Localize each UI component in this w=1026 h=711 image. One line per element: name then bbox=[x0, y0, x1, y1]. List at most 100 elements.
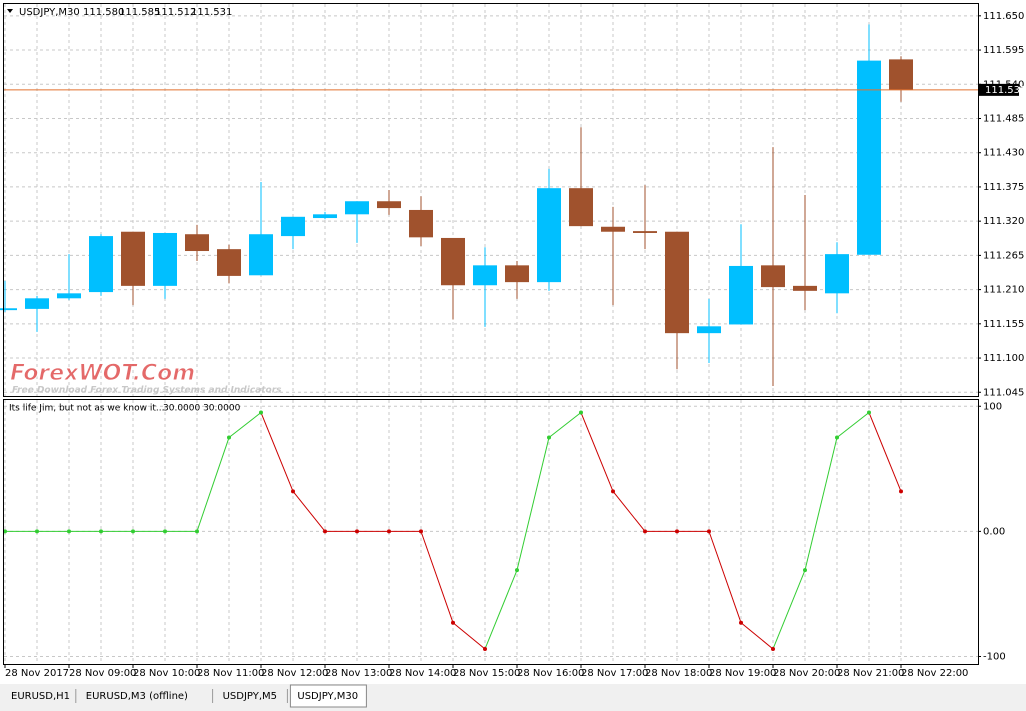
tab-label[interactable]: EURUSD,H1 bbox=[11, 691, 70, 702]
line-segment bbox=[484, 569, 518, 650]
menu-arrow bbox=[7, 9, 13, 13]
indicator-title: Its life Jim, but not as we know it... bbox=[9, 404, 164, 414]
last-high: 111.585 bbox=[119, 7, 160, 18]
y-tick-label: 111.485 bbox=[983, 113, 1024, 124]
line-segment bbox=[420, 531, 454, 623]
candle-body bbox=[537, 188, 561, 283]
y-tick-label: 111.155 bbox=[983, 319, 1024, 330]
candle-body bbox=[601, 226, 625, 232]
line-point bbox=[867, 410, 871, 415]
candle-body bbox=[665, 231, 689, 334]
line-point bbox=[99, 529, 103, 534]
indicator-frame bbox=[3, 399, 979, 665]
line-point bbox=[803, 568, 807, 573]
candle-body bbox=[57, 293, 81, 299]
y-tick-label: 111.430 bbox=[983, 148, 1024, 159]
candle-body bbox=[409, 209, 433, 238]
x-tick-label: 28 Nov 21:00 bbox=[837, 668, 904, 679]
line-point bbox=[355, 529, 359, 534]
candle-body bbox=[473, 265, 497, 286]
tab-layer: EURUSD,H1 EURUSD,M3 (offline) USDJPY,M5 USD… bbox=[4, 684, 367, 708]
line-point bbox=[515, 568, 519, 573]
x-tick-label: 28 Nov 18:00 bbox=[645, 668, 712, 679]
line-point bbox=[163, 529, 167, 534]
line-segment bbox=[708, 531, 742, 623]
line-point bbox=[67, 529, 71, 534]
line-point bbox=[483, 646, 487, 651]
x-tick-label: 28 Nov 2017 bbox=[5, 668, 69, 679]
x-tick-label: 28 Nov 12:00 bbox=[261, 668, 328, 679]
x-tick-label: 28 Nov 15:00 bbox=[453, 668, 520, 679]
candle-body bbox=[825, 254, 849, 294]
candle-body bbox=[89, 236, 113, 293]
line-point bbox=[227, 435, 231, 440]
line-point bbox=[131, 529, 135, 534]
x-tick-label: 28 Nov 09:00 bbox=[69, 668, 136, 679]
y-tick-label: 0.00 bbox=[983, 526, 1005, 537]
line-point bbox=[579, 410, 583, 415]
candle-body bbox=[217, 249, 241, 276]
x-tick-label: 28 Nov 16:00 bbox=[517, 668, 584, 679]
y-tick-label: 111.595 bbox=[983, 45, 1024, 56]
line-segment bbox=[580, 412, 614, 492]
line-point bbox=[387, 529, 391, 534]
x-tick-label: 28 Nov 19:00 bbox=[709, 668, 776, 679]
candle-body bbox=[505, 265, 529, 283]
price-tag bbox=[979, 83, 1019, 96]
line-segment bbox=[260, 412, 294, 492]
line-point bbox=[547, 435, 551, 440]
line-point bbox=[835, 435, 839, 440]
tab-label[interactable]: USDJPY,M5 bbox=[223, 691, 277, 702]
tab[interactable] bbox=[4, 687, 74, 706]
tab-label[interactable]: EURUSD,M3 (offline) bbox=[86, 691, 188, 702]
candle-body bbox=[0, 308, 17, 311]
x-tick-label: 28 Nov 22:00 bbox=[901, 668, 968, 679]
candle-body bbox=[345, 201, 369, 215]
candle-body bbox=[729, 265, 753, 325]
line-segment bbox=[516, 437, 550, 571]
candle-body bbox=[569, 188, 593, 227]
candle-body bbox=[281, 216, 305, 237]
line-segment bbox=[612, 491, 646, 532]
line-segment bbox=[452, 622, 486, 650]
line-segment bbox=[548, 412, 582, 438]
candle-body bbox=[633, 231, 657, 233]
line-point bbox=[739, 620, 743, 625]
line-point bbox=[419, 529, 423, 534]
y-tick-label: 111.100 bbox=[983, 353, 1024, 364]
candle-body bbox=[889, 59, 913, 90]
line-segment bbox=[292, 491, 326, 532]
line-point bbox=[451, 620, 455, 625]
line-point bbox=[323, 529, 327, 534]
tab[interactable] bbox=[78, 687, 211, 706]
line-point bbox=[259, 410, 263, 415]
line-segment bbox=[772, 569, 806, 650]
x-tick-label: 28 Nov 14:00 bbox=[389, 668, 456, 679]
last-close: 111.531 bbox=[191, 7, 232, 18]
candle-body bbox=[697, 326, 721, 334]
candle-body bbox=[793, 285, 817, 291]
candle-body bbox=[25, 298, 49, 309]
y-tick-label: 111.045 bbox=[983, 387, 1024, 398]
line-point bbox=[195, 529, 199, 534]
x-tick-label: 28 Nov 17:00 bbox=[581, 668, 648, 679]
watermark-title: ForexWOT.Com bbox=[10, 361, 195, 386]
line-point bbox=[707, 529, 711, 534]
line-segment bbox=[836, 412, 870, 438]
y-tick-label: 111.375 bbox=[983, 182, 1024, 193]
price-tag-label: 111.531 bbox=[985, 85, 1026, 96]
tab[interactable] bbox=[289, 684, 367, 708]
y-tick-label: 111.650 bbox=[983, 11, 1024, 22]
line-segment bbox=[804, 437, 838, 571]
line-segment bbox=[196, 437, 230, 532]
tab-label[interactable]: USDJPY,M30 bbox=[297, 691, 358, 702]
candle-body bbox=[441, 237, 465, 286]
tab[interactable] bbox=[215, 687, 286, 706]
y-tick-label: 111.320 bbox=[983, 216, 1024, 227]
watermark-subtitle: Free Download Forex Trading Systems and … bbox=[12, 386, 282, 396]
line-segment bbox=[868, 412, 902, 492]
candle-body bbox=[249, 234, 273, 276]
last-low: 111.512 bbox=[155, 7, 196, 18]
candle-body bbox=[761, 265, 785, 288]
